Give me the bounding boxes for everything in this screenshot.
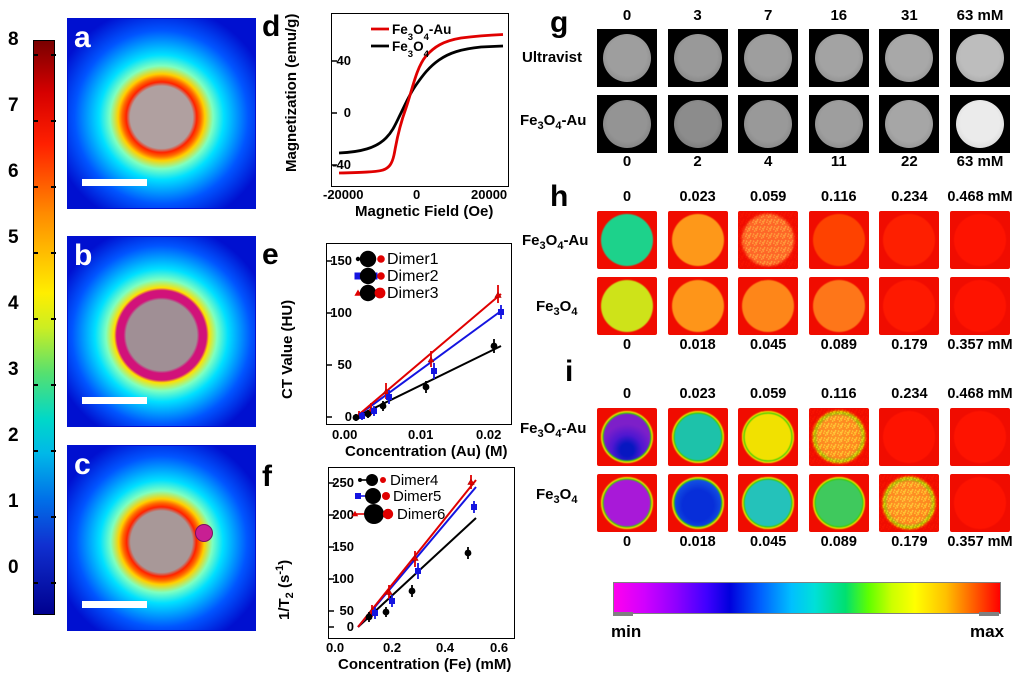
svg-text:50: 50 xyxy=(340,603,354,618)
svg-text:Dimer3: Dimer3 xyxy=(387,285,439,302)
svg-text:0: 0 xyxy=(347,619,354,634)
svg-text:150: 150 xyxy=(332,539,354,554)
svg-text:Dimer5: Dimer5 xyxy=(393,488,441,505)
svg-text:Dimer4: Dimer4 xyxy=(390,472,438,489)
svg-text:250: 250 xyxy=(332,475,354,490)
svg-text:40: 40 xyxy=(337,53,351,68)
svg-text:0: 0 xyxy=(345,409,352,424)
svg-text:0: 0 xyxy=(344,105,351,120)
svg-text:200: 200 xyxy=(332,507,354,522)
svg-text:150: 150 xyxy=(330,253,352,268)
svg-text:Dimer6: Dimer6 xyxy=(397,506,445,523)
svg-text:Dimer2: Dimer2 xyxy=(387,268,439,285)
svg-text:Dimer1: Dimer1 xyxy=(387,251,439,268)
svg-text:50: 50 xyxy=(338,357,352,372)
svg-text:100: 100 xyxy=(332,571,354,586)
svg-text:100: 100 xyxy=(330,305,352,320)
